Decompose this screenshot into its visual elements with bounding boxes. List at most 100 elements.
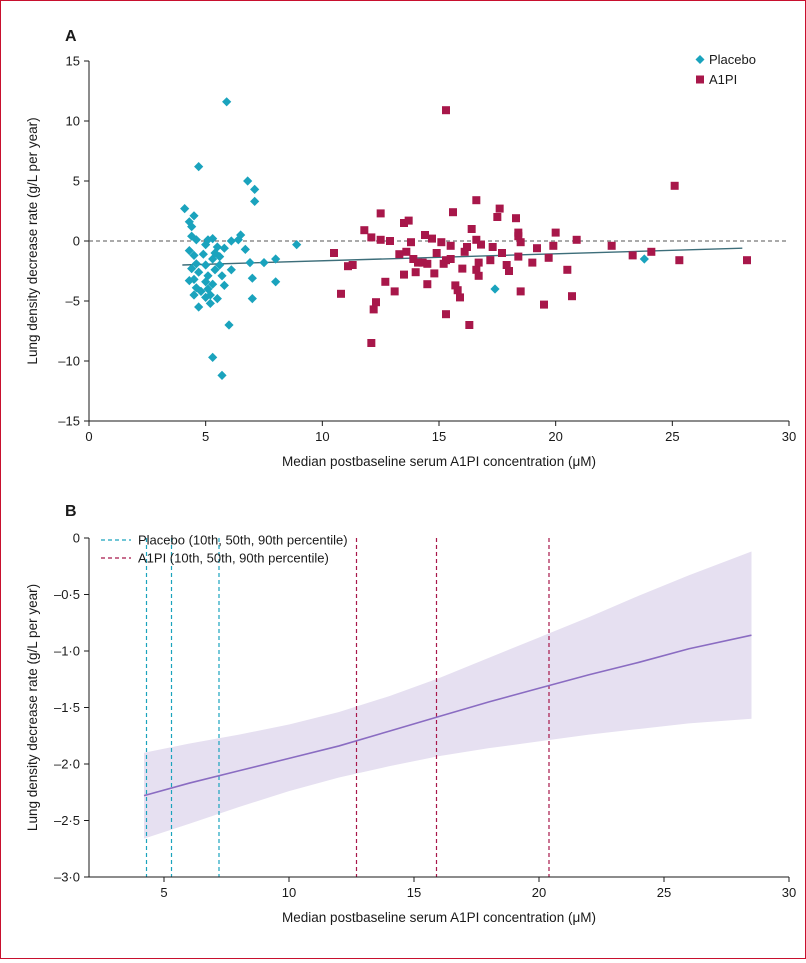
a1pi-point bbox=[442, 106, 450, 115]
a1pi-point bbox=[670, 181, 679, 190]
placebo-point bbox=[191, 259, 201, 269]
panel-b-x-tick-label: 15 bbox=[407, 885, 421, 900]
placebo-point bbox=[194, 162, 204, 172]
panel-a-x-tick-label: 15 bbox=[432, 429, 446, 444]
panel-a-x-tick-label: 5 bbox=[202, 429, 209, 444]
placebo-point bbox=[217, 370, 227, 380]
a1pi-point bbox=[463, 243, 471, 251]
panel-a-y-axis-title: Lung density decrease rate (g/L per year… bbox=[25, 117, 40, 364]
a1pi-point bbox=[344, 262, 352, 271]
placebo-point bbox=[198, 249, 208, 259]
panel-a-x-tick-label: 20 bbox=[548, 429, 562, 444]
a1pi-point bbox=[446, 241, 455, 250]
placebo-point bbox=[201, 260, 211, 270]
panel-b-y-tick-label: –2·0 bbox=[54, 757, 80, 772]
panel-b-y-tick-label: –3·0 bbox=[54, 870, 80, 885]
a1pi-point bbox=[474, 258, 483, 267]
panel-b-y-axis-title: Lung density decrease rate (g/L per year… bbox=[25, 584, 40, 831]
panel-b-x-tick-label: 30 bbox=[782, 885, 796, 900]
placebo-point bbox=[271, 277, 281, 287]
a1pi-point bbox=[514, 228, 523, 237]
a1pi-point bbox=[386, 237, 394, 245]
placebo-point bbox=[203, 271, 213, 281]
panel-a-y-tick-label: 5 bbox=[73, 174, 80, 189]
a1pi-point bbox=[516, 238, 525, 247]
a1pi-point bbox=[486, 256, 495, 265]
a1pi-point bbox=[467, 225, 476, 233]
a1pi-point bbox=[572, 235, 581, 244]
placebo-point bbox=[219, 243, 229, 253]
a1pi-point bbox=[442, 256, 450, 265]
a1pi-point bbox=[516, 287, 525, 296]
a1pi-point bbox=[449, 208, 457, 217]
placebo-point bbox=[184, 276, 194, 286]
placebo-point bbox=[212, 294, 222, 304]
panel-a-y-tick-label: 10 bbox=[66, 114, 80, 129]
placebo-point bbox=[259, 258, 269, 268]
placebo-point bbox=[215, 260, 225, 270]
a1pi-point bbox=[477, 240, 485, 249]
a1pi-point bbox=[458, 264, 467, 273]
a1pi-point bbox=[367, 339, 376, 347]
a1pi-point bbox=[675, 256, 684, 265]
placebo-point bbox=[226, 236, 236, 246]
placebo-point bbox=[208, 352, 218, 362]
legend-placebo-label: Placebo bbox=[709, 52, 756, 67]
placebo-point bbox=[194, 302, 204, 312]
a1pi-point bbox=[404, 216, 413, 225]
a1pi-point bbox=[395, 250, 404, 259]
a1pi-point bbox=[451, 281, 460, 290]
placebo-point bbox=[194, 267, 204, 277]
panel-b-y-tick-label: –1·0 bbox=[54, 644, 80, 659]
a1pi-point bbox=[369, 305, 378, 314]
placebo-point bbox=[217, 271, 227, 281]
panel-a-y-tick-label: –5 bbox=[66, 294, 80, 309]
a1pi-point bbox=[437, 238, 446, 247]
panel-b-y-tick-label: 0 bbox=[73, 531, 80, 546]
a1pi-point bbox=[367, 233, 376, 242]
a1pi-point bbox=[442, 310, 450, 319]
a1pi-point bbox=[432, 249, 441, 257]
placebo-point bbox=[196, 286, 206, 296]
panel-a-y-tick-label: 0 bbox=[73, 234, 80, 249]
placebo-point bbox=[215, 252, 225, 262]
panel-a-x-tick-label: 30 bbox=[782, 429, 796, 444]
panel-b-x-tick-label: 10 bbox=[282, 885, 296, 900]
a1pi-point bbox=[743, 256, 751, 265]
a1pi-point bbox=[549, 241, 558, 250]
placebo-point bbox=[222, 97, 232, 107]
a1pi-point bbox=[472, 265, 481, 274]
a1pi-point bbox=[568, 292, 576, 301]
a1pi-point bbox=[460, 247, 469, 256]
panel-b-label: B bbox=[65, 503, 77, 520]
a1pi-point bbox=[493, 213, 502, 221]
a1pi-point bbox=[647, 247, 656, 256]
a1pi-point bbox=[428, 234, 436, 243]
a1pi-point bbox=[372, 298, 380, 307]
a1pi-point bbox=[402, 247, 411, 256]
a1pi-point bbox=[628, 251, 637, 260]
a1pi-point bbox=[381, 277, 390, 286]
placebo-point bbox=[245, 258, 255, 268]
a1pi-point bbox=[533, 244, 541, 253]
panel-b-y-tick-label: –1·5 bbox=[54, 700, 80, 715]
placebo-point bbox=[187, 264, 197, 274]
panel-a-label: A bbox=[65, 28, 77, 45]
a1pi-point bbox=[421, 231, 429, 239]
placebo-point bbox=[247, 294, 257, 304]
legend-a1pi-marker bbox=[696, 75, 704, 84]
a1pi-point bbox=[411, 268, 420, 277]
panel-a-x-tick-label: 0 bbox=[85, 429, 92, 444]
placebo-point bbox=[189, 274, 199, 284]
a1pi-point bbox=[430, 269, 439, 278]
panel-b-y-tick-label: –2·5 bbox=[54, 813, 80, 828]
a1pi-point bbox=[390, 287, 399, 296]
panel-a-x-tick-label: 10 bbox=[315, 429, 329, 444]
a1pi-point bbox=[474, 271, 483, 280]
placebo-point bbox=[250, 184, 260, 194]
placebo-point bbox=[205, 290, 215, 300]
placebo-point bbox=[208, 279, 218, 289]
a1pi-point bbox=[360, 226, 369, 235]
